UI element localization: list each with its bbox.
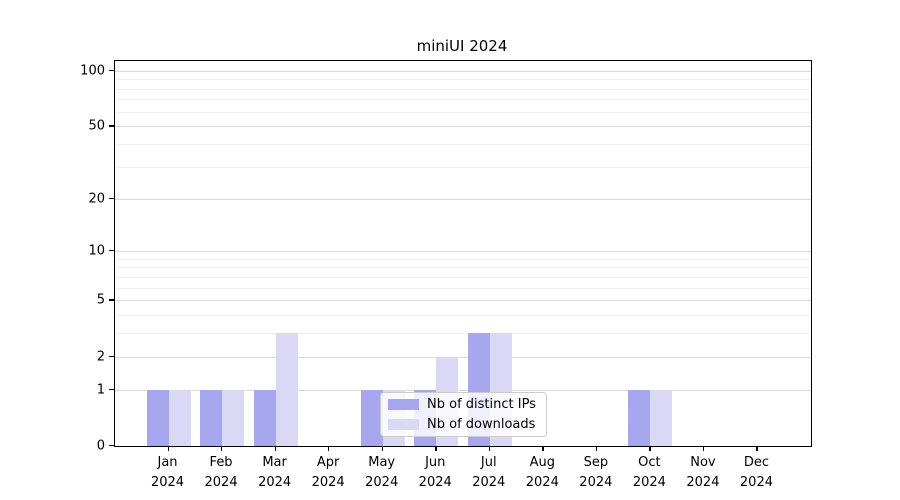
gridline-minor xyxy=(115,267,811,269)
x-axis-tick-label: Aug 2024 xyxy=(525,455,559,490)
x-tick-mark xyxy=(756,446,758,451)
bar-distinct-ips xyxy=(360,389,383,446)
gridline-minor xyxy=(115,333,811,335)
x-tick-mark xyxy=(221,446,223,451)
y-axis-tick-label: 5 xyxy=(96,292,105,308)
y-tick-mark xyxy=(109,69,114,72)
x-axis-tick-label: Jun 2024 xyxy=(418,455,452,490)
y-axis-tick-label: 0 xyxy=(96,438,105,454)
bar-downloads xyxy=(275,333,298,446)
y-tick-mark xyxy=(109,125,114,127)
legend-label: Nb of downloads xyxy=(427,417,536,432)
bar-distinct-ips xyxy=(200,389,223,446)
plot-area xyxy=(114,60,812,447)
y-tick-mark xyxy=(109,197,114,199)
y-axis-tick-label: 10 xyxy=(88,243,105,259)
gridline-major xyxy=(115,356,811,358)
legend-item: Nb of downloads xyxy=(388,416,539,433)
gridline-minor xyxy=(115,315,811,317)
gridline-minor xyxy=(115,111,811,113)
legend-item: Nb of distinct IPs xyxy=(388,396,539,413)
x-axis-tick-label: Nov 2024 xyxy=(686,455,720,490)
legend: Nb of distinct IPs Nb of downloads xyxy=(380,392,547,437)
gridline-minor xyxy=(115,258,811,260)
x-tick-mark xyxy=(488,446,491,451)
gridline-major xyxy=(115,198,811,200)
x-axis-tick-label: Feb 2024 xyxy=(204,455,238,490)
x-axis-tick-label: Apr 2024 xyxy=(311,455,345,490)
x-tick-mark xyxy=(542,446,544,451)
y-axis-tick-label: 2 xyxy=(96,349,105,365)
bar-distinct-ips xyxy=(146,389,169,446)
gridline-minor xyxy=(115,166,811,168)
x-tick-mark xyxy=(595,446,598,451)
gridline-minor xyxy=(115,79,811,81)
gridline-minor xyxy=(115,276,811,278)
y-tick-mark xyxy=(109,355,114,357)
y-axis-tick-label: 50 xyxy=(88,118,105,134)
bar-downloads xyxy=(650,389,673,446)
y-tick-mark xyxy=(109,299,114,301)
bar-distinct-ips xyxy=(628,389,651,446)
x-tick-mark xyxy=(435,446,437,451)
y-axis-tick-label: 100 xyxy=(80,63,105,79)
bar-downloads xyxy=(222,389,245,446)
x-axis-tick-label: Jul 2024 xyxy=(472,455,506,490)
y-tick-mark xyxy=(109,445,114,447)
x-axis-tick-label: Mar 2024 xyxy=(258,455,292,490)
y-tick-mark xyxy=(109,388,114,390)
x-tick-mark xyxy=(381,446,383,451)
x-tick-mark xyxy=(328,446,330,451)
x-axis-tick-label: Jan 2024 xyxy=(150,455,185,490)
gridline-major xyxy=(115,251,811,253)
x-tick-mark xyxy=(274,446,276,451)
gridline-major xyxy=(115,70,811,72)
legend-swatch-distinct-ips-icon xyxy=(388,399,419,410)
gridline-major xyxy=(115,389,811,391)
gridline-minor xyxy=(115,287,811,289)
y-axis-tick-label: 20 xyxy=(88,191,105,206)
chart-title: miniUI 2024 xyxy=(416,37,508,55)
y-tick-mark xyxy=(109,250,114,252)
gridline-minor xyxy=(115,88,811,90)
gridline-minor xyxy=(115,144,811,146)
x-tick-mark xyxy=(167,446,169,451)
y-axis-tick-label: 1 xyxy=(96,382,105,398)
bar-distinct-ips xyxy=(253,389,276,446)
x-axis-tick-label: Oct 2024 xyxy=(632,455,666,490)
x-axis-tick-label: Dec 2024 xyxy=(739,455,773,490)
gridline-major xyxy=(115,126,811,128)
x-tick-mark xyxy=(702,446,705,451)
x-axis-tick-label: Sep 2024 xyxy=(579,455,613,490)
x-axis-tick-label: May 2024 xyxy=(365,455,399,490)
gridline-major xyxy=(115,300,811,302)
legend-label: Nb of distinct IPs xyxy=(427,397,536,412)
gridline-minor xyxy=(115,99,811,101)
legend-swatch-downloads-icon xyxy=(388,419,419,430)
x-tick-mark xyxy=(649,446,651,451)
bar-downloads xyxy=(168,389,191,446)
